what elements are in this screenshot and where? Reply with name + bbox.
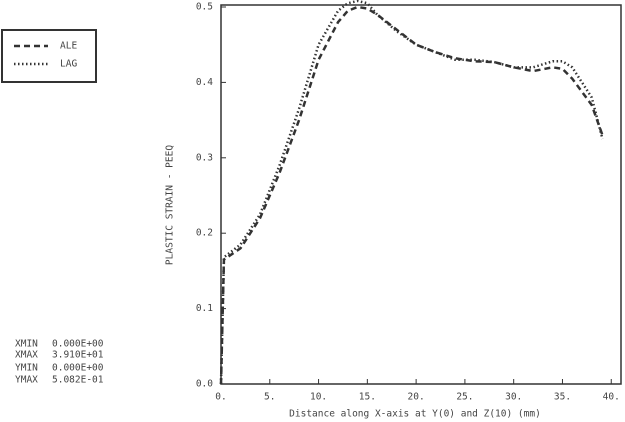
x-tick-label: 20. (408, 392, 425, 403)
x-tick-label: 15. (359, 392, 376, 403)
legend-label: LAG (60, 59, 77, 70)
x-tick-label: 40. (603, 392, 620, 403)
info-value: 5.082E-01 (52, 375, 104, 386)
x-axis-label: Distance along X-axis at Y(0) and Z(10) … (289, 409, 541, 420)
x-tick-label: 0. (215, 392, 226, 403)
y-tick-label: 0.1 (196, 303, 213, 314)
x-tick-label: 5. (264, 392, 275, 403)
data-line (219, 5, 604, 385)
x-tick-label: 25. (456, 392, 473, 403)
info-value: 0.000E+00 (52, 339, 104, 350)
info-value: 3.910E+01 (52, 350, 104, 361)
y-tick-label: 0.4 (196, 77, 213, 88)
y-axis-label: PLASTIC STRAIN - PEEQ (165, 145, 176, 265)
x-tick-label: 30. (505, 392, 522, 403)
y-tick-label: 0.2 (196, 228, 213, 239)
x-tick-label: 10. (310, 392, 327, 403)
legend-label: ALE (60, 41, 77, 52)
plot-frame (220, 4, 622, 385)
x-tick-label: 35. (554, 392, 571, 403)
legend-box (1, 29, 97, 83)
data-line (219, 0, 604, 385)
info-key: XMAX (15, 350, 38, 361)
y-tick-label: 0.0 (196, 379, 213, 390)
info-key: XMIN (15, 339, 38, 350)
y-tick-label: 0.3 (196, 152, 213, 163)
y-tick-label: 0.5 (196, 2, 213, 13)
info-key: YMAX (15, 375, 38, 386)
info-key: YMIN (15, 363, 38, 374)
info-value: 0.000E+00 (52, 363, 104, 374)
